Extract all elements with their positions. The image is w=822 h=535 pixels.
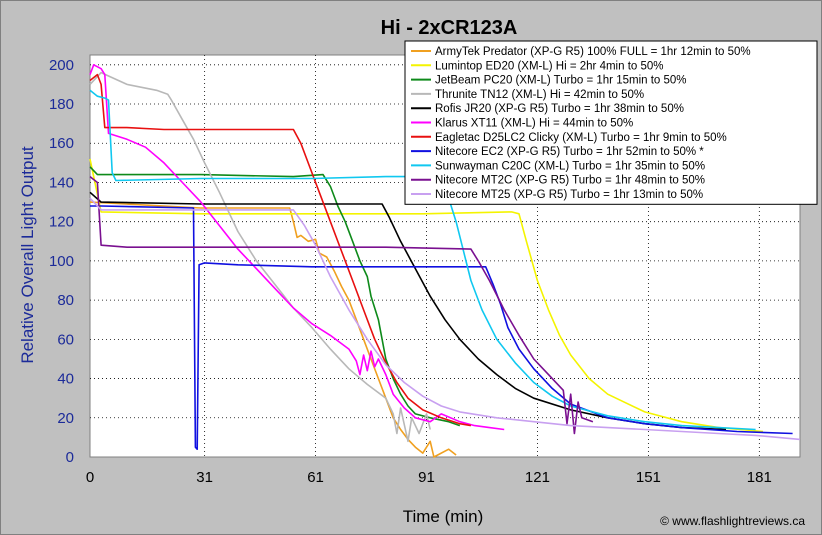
chart-title: Hi - 2xCR123A (381, 17, 518, 39)
legend-entry: Thrunite TN12 (XM-L) Hi = 42min to 50% (435, 89, 644, 101)
y-tick-label: 20 (57, 410, 74, 427)
legend-entry: Lumintop ED20 (XM-L) Hi = 2hr 4min to 50… (435, 60, 664, 72)
y-tick-label: 200 (49, 57, 74, 74)
y-tick-label: 180 (49, 96, 74, 113)
y-tick-label: 100 (49, 253, 74, 270)
series-line (89, 201, 457, 458)
x-tick-label: 91 (418, 469, 435, 486)
series-line (89, 191, 727, 431)
y-tick-label: 60 (57, 331, 74, 348)
y-tick-label: 80 (57, 292, 74, 309)
credit-text: © www.flashlightreviews.ca (660, 514, 805, 528)
y-tick-label: 140 (49, 174, 74, 191)
legend-entry: JetBeam PC20 (XM-L) Turbo = 1hr 15min to… (435, 75, 687, 87)
x-tick-label: 151 (636, 469, 661, 486)
legend-entry: Sunwayman C20C (XM-L) Turbo = 1hr 35min … (435, 160, 705, 172)
series-line (89, 158, 764, 433)
series-line (90, 205, 793, 451)
legend-entry: Rofis JR20 (XP-G R5) Turbo = 1hr 38min t… (435, 103, 684, 115)
y-axis-label: Relative Overall Light Output (18, 146, 37, 364)
legend-entry: Eagletac D25LC2 Clicky (XM-L) Turbo = 1h… (435, 132, 727, 144)
legend-entry: Nitecore MT2C (XP-G R5) Turbo = 1hr 48mi… (435, 175, 705, 187)
legend-box (404, 40, 818, 205)
y-tick-label: 40 (57, 371, 74, 388)
y-tick-label: 0 (66, 449, 74, 466)
legend-entry: Klarus XT11 (XM-L) Hi = 44min to 50% (435, 118, 633, 130)
grid-lines (90, 55, 800, 457)
x-tick-label: 121 (525, 469, 550, 486)
series-line (89, 175, 594, 435)
y-tick-label: 120 (49, 214, 74, 231)
x-tick-label: 0 (86, 469, 94, 486)
series-line (89, 64, 505, 431)
series-line (89, 73, 472, 427)
series-line (89, 89, 756, 431)
series-line (89, 197, 801, 441)
x-tick-label: 61 (307, 469, 324, 486)
legend-entry: Nitecore MT25 (XP-G R5) Turbo = 1hr 13mi… (435, 189, 703, 201)
series-line (89, 166, 461, 427)
legend-entry: Nitecore EC2 (XP-G R5) Turbo = 1hr 52min… (435, 146, 704, 158)
x-tick-label: 181 (747, 469, 772, 486)
legend: ArmyTek Predator (XP-G R5) 100% FULL = 1… (404, 40, 818, 205)
x-tick-label: 31 (196, 469, 213, 486)
x-tick-labels: 0 31 61 91 121 151 181 (86, 469, 772, 486)
series-layer (89, 64, 801, 458)
y-tick-labels: 0 20 40 60 80 100 120 140 160 180 200 (49, 57, 74, 466)
y-tick-label: 160 (49, 135, 74, 152)
legend-entry: ArmyTek Predator (XP-G R5) 100% FULL = 1… (435, 46, 751, 58)
x-axis-label: Time (min) (403, 507, 484, 526)
